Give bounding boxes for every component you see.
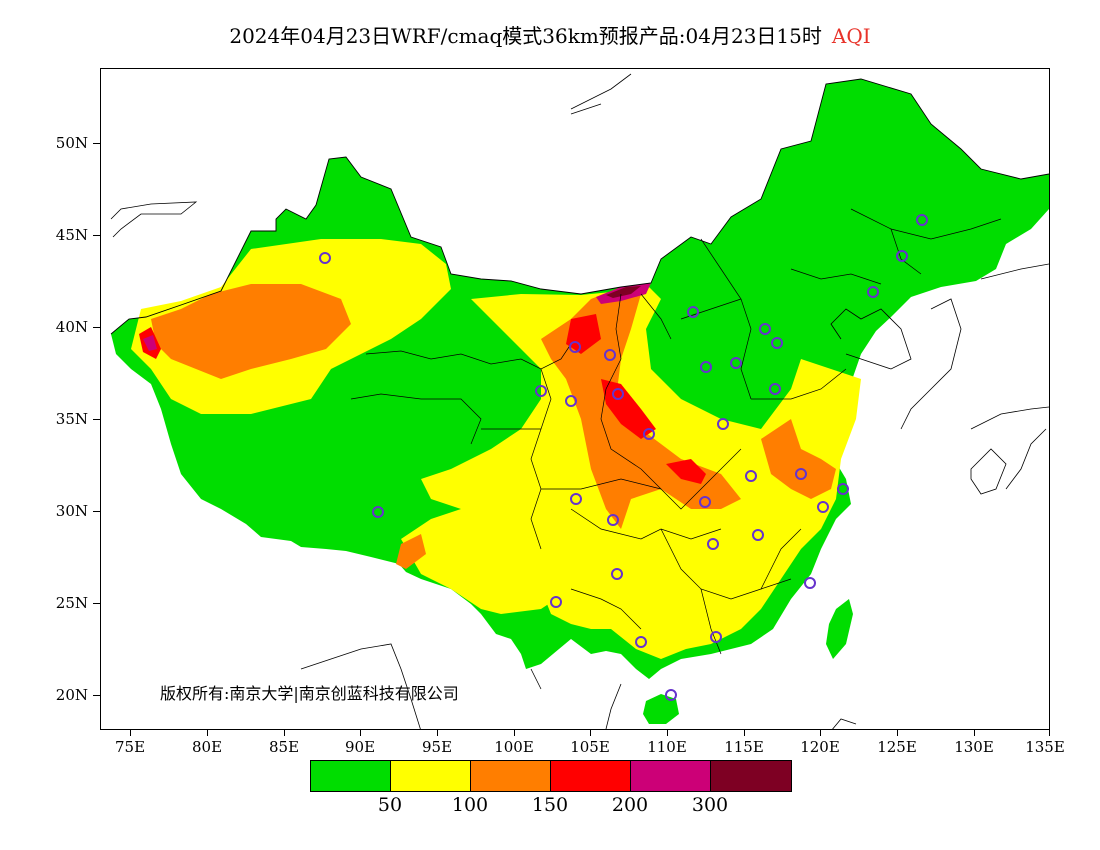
- lon-label: 80E: [191, 738, 223, 756]
- lat-label: 50N: [55, 134, 88, 152]
- legend-label: 150: [531, 794, 569, 816]
- region-red-shaanxi: [601, 379, 656, 439]
- hainan-island: [643, 694, 679, 724]
- lon-label: 120E: [800, 738, 840, 756]
- province-borders: [350, 208, 1002, 655]
- lat-label: 40N: [55, 318, 88, 336]
- legend-swatch: [551, 761, 631, 791]
- region-red-ningxia: [566, 314, 601, 354]
- lon-tick: [284, 730, 285, 736]
- lat-label: 35N: [55, 410, 88, 428]
- lat-label: 45N: [55, 226, 88, 244]
- aqi-map: [110, 73, 1049, 729]
- lon-label: 105E: [570, 738, 610, 756]
- lon-tick: [130, 730, 131, 736]
- lon-label: 115E: [724, 738, 764, 756]
- region-orange-sichuan: [396, 534, 426, 569]
- lon-label: 90E: [344, 738, 376, 756]
- legend-swatch: [631, 761, 711, 791]
- lon-tick: [360, 730, 361, 736]
- region-orange-east: [761, 419, 836, 499]
- lon-label: 125E: [877, 738, 917, 756]
- lon-tick: [207, 730, 208, 736]
- lat-tick: [93, 327, 100, 328]
- lon-label: 85E: [268, 738, 300, 756]
- region-maroon-innermongolia: [606, 286, 641, 298]
- lon-tick: [667, 730, 668, 736]
- lon-tick: [974, 730, 975, 736]
- map-title: 2024年04月23日WRF/cmaq模式36km预报产品:04月23日15时 A…: [0, 20, 1100, 49]
- legend-swatch: [711, 761, 791, 791]
- lat-tick: [93, 419, 100, 420]
- lon-tick: [590, 730, 591, 736]
- lat-label: 30N: [55, 502, 88, 520]
- title-text: 2024年04月23日WRF/cmaq模式36km预报产品:04月23日15时: [229, 24, 822, 48]
- coastlines: [110, 73, 1049, 729]
- legend-label: 100: [451, 794, 489, 816]
- region-orange-tarim: [151, 284, 351, 379]
- legend-swatch: [471, 761, 551, 791]
- lon-tick: [744, 730, 745, 736]
- lon-label: 130E: [954, 738, 994, 756]
- lat-tick: [93, 603, 100, 604]
- lon-tick: [820, 730, 821, 736]
- lon-label: 110E: [647, 738, 687, 756]
- lat-tick: [93, 143, 100, 144]
- lat-tick: [93, 235, 100, 236]
- lat-label: 25N: [55, 594, 88, 612]
- lon-tick: [514, 730, 515, 736]
- lon-tick: [437, 730, 438, 736]
- region-yellow-southwest: [401, 489, 581, 614]
- aqi-legend: [310, 760, 792, 792]
- title-variable: AQI: [831, 24, 871, 48]
- legend-swatch: [311, 761, 391, 791]
- lon-label: 75E: [114, 738, 146, 756]
- lon-label: 95E: [421, 738, 453, 756]
- lon-tick: [897, 730, 898, 736]
- china-outline: [110, 78, 1049, 335]
- map-panel[interactable]: [100, 68, 1050, 730]
- lon-tick: [1049, 730, 1050, 736]
- region-red-henan: [666, 459, 706, 484]
- lon-label: 135E: [1025, 738, 1065, 756]
- lon-label: 100E: [494, 738, 534, 756]
- copyright-text: 版权所有:南京大学|南京创蓝科技有限公司: [160, 684, 459, 703]
- lat-label: 20N: [55, 686, 88, 704]
- lat-tick: [93, 511, 100, 512]
- lat-tick: [93, 695, 100, 696]
- region-purple-kashgar: [143, 335, 157, 351]
- legend-label: 50: [377, 794, 403, 816]
- taiwan-island: [826, 599, 853, 659]
- legend-label: 200: [611, 794, 649, 816]
- legend-swatch: [391, 761, 471, 791]
- legend-label: 300: [691, 794, 729, 816]
- city-markers: [319, 214, 928, 701]
